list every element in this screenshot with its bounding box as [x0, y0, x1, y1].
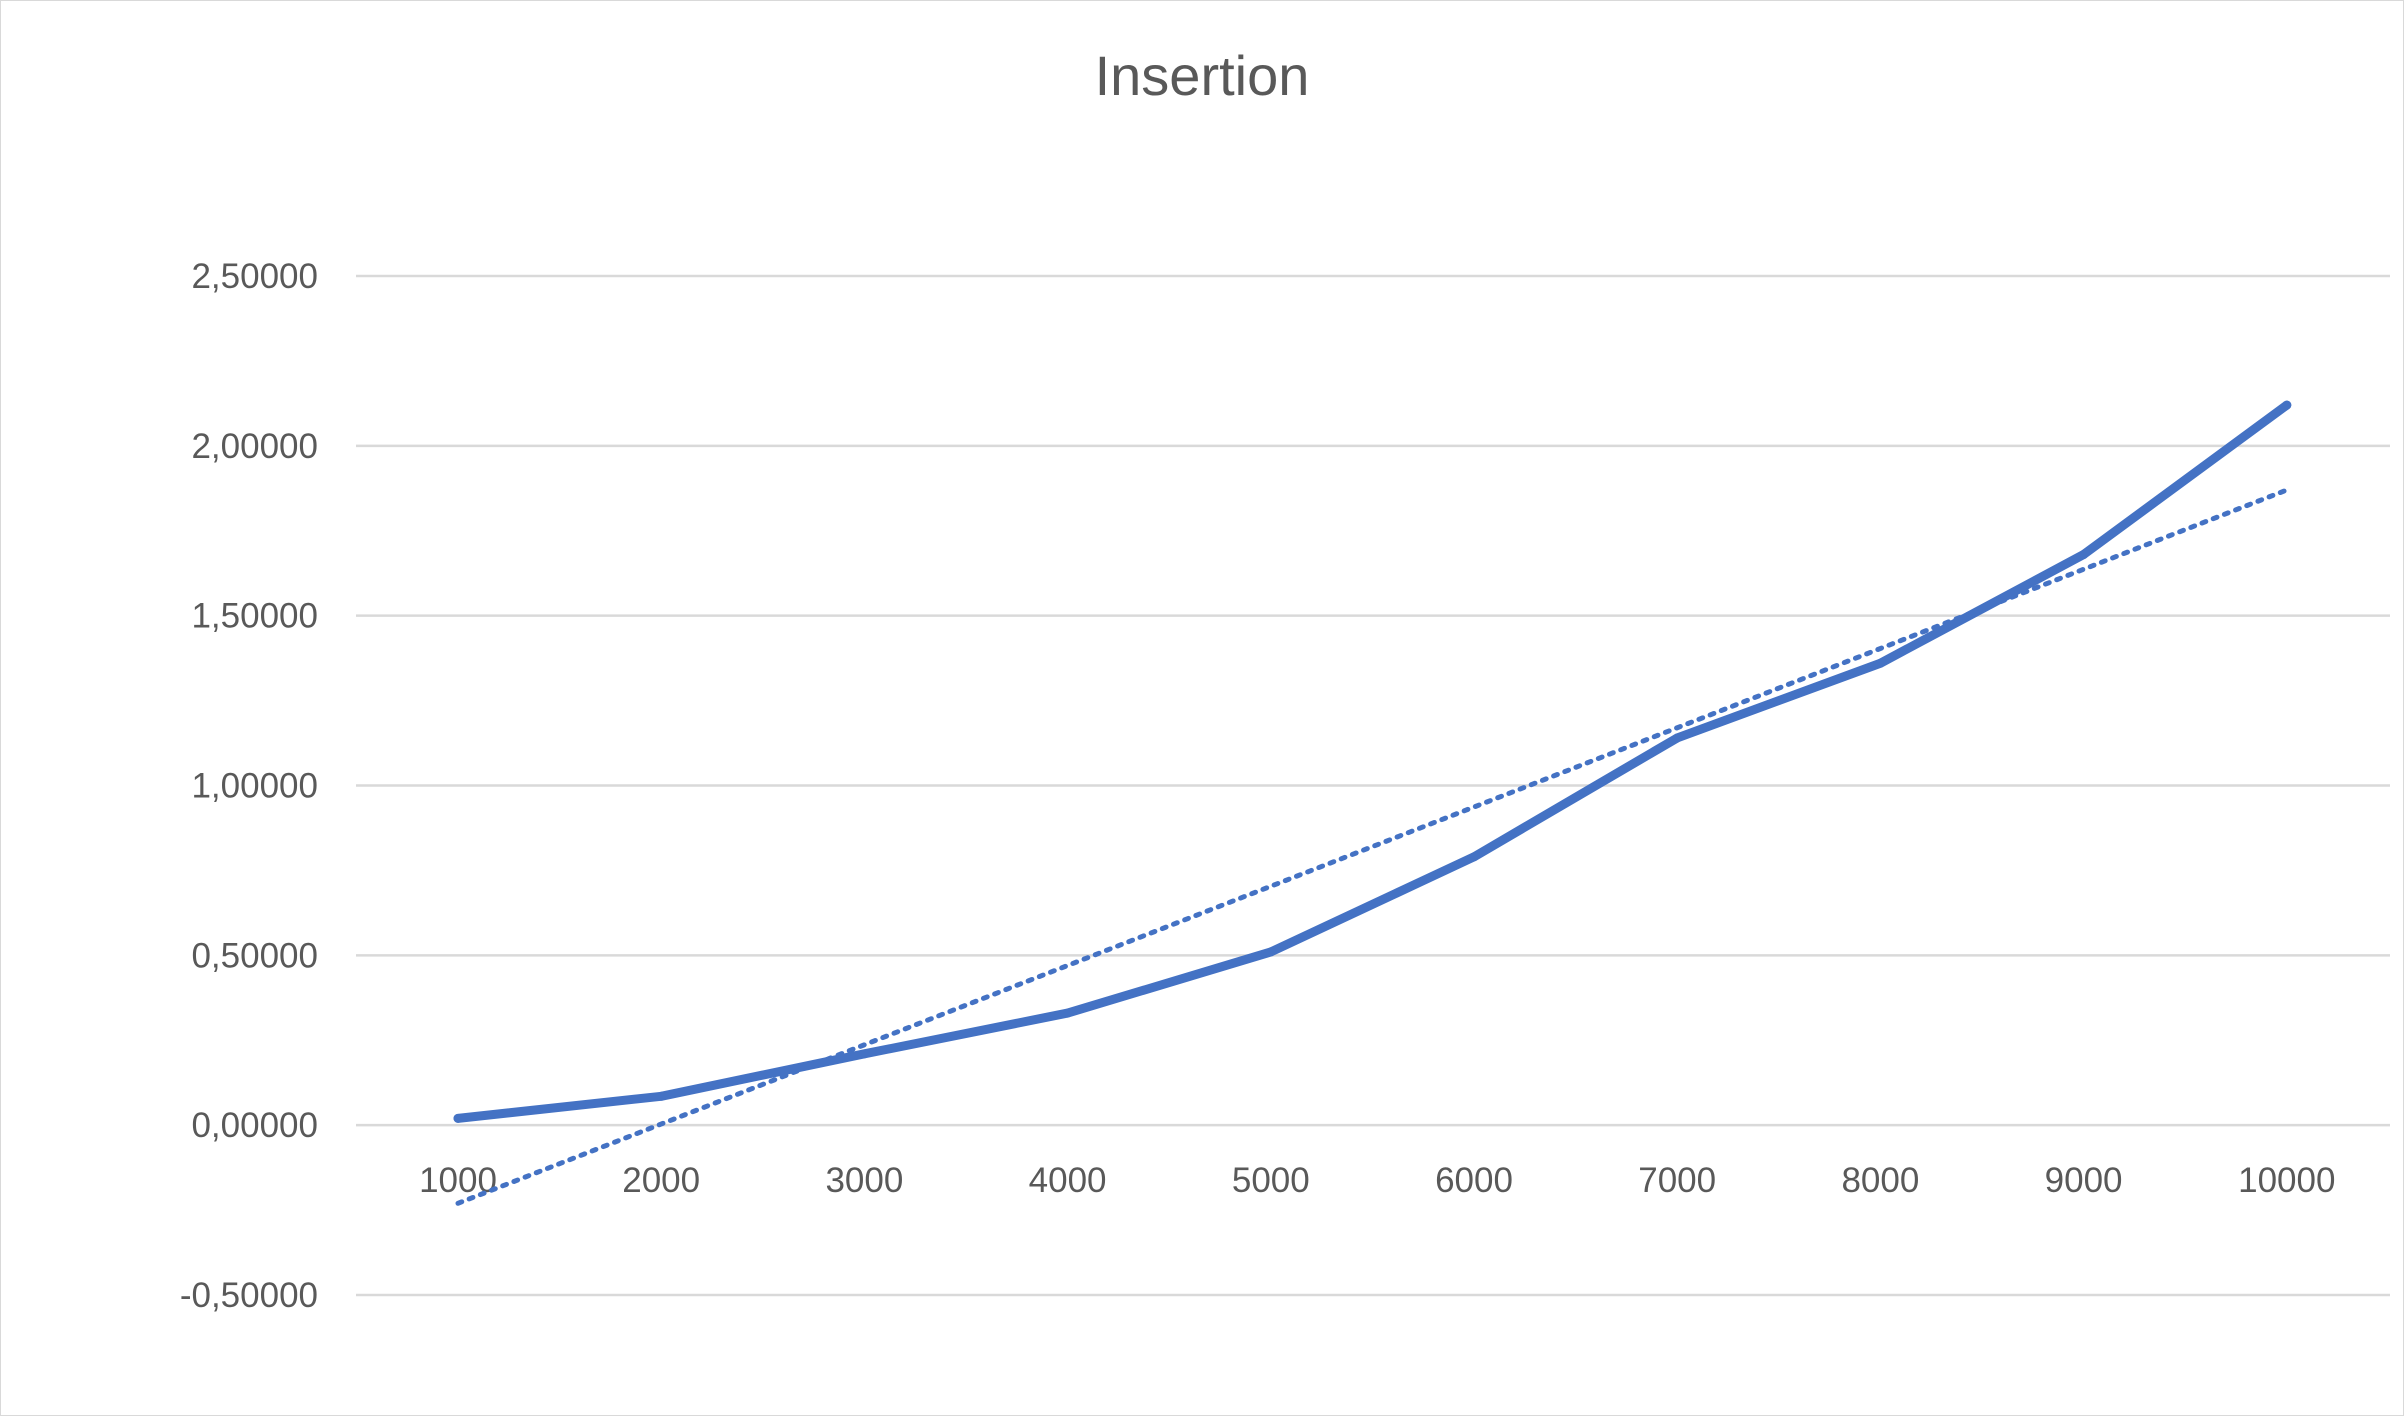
x-tick-label: 8000: [1841, 1161, 1919, 1200]
chart-title: Insertion: [1095, 44, 1310, 107]
x-tick-label: 3000: [825, 1161, 903, 1200]
data-point: [2282, 400, 2292, 410]
data-point: [1063, 1008, 1073, 1018]
y-tick-label: 0,00000: [191, 1106, 318, 1145]
data-point: [453, 1113, 463, 1123]
data-point: [656, 1091, 666, 1101]
y-tick-label: 0,50000: [191, 936, 318, 975]
x-tick-label: 4000: [1029, 1161, 1107, 1200]
y-tick-label: 1,50000: [191, 597, 318, 636]
data-point: [2079, 550, 2089, 560]
x-tick-label: 6000: [1435, 1161, 1513, 1200]
gridlines: [356, 274, 2390, 1297]
data-point: [1672, 733, 1682, 743]
y-tick-label: 1,00000: [191, 767, 318, 806]
x-tick-label: 7000: [1638, 1161, 1716, 1200]
x-tick-label: 5000: [1232, 1161, 1310, 1200]
x-axis-ticks: 1000 2000 3000 4000 5000 6000 7000 8000 9000 1000…: [419, 1161, 2335, 1200]
series-line: [453, 400, 2292, 1123]
data-point: [1266, 947, 1276, 957]
x-tick-label: 10000: [2238, 1161, 2335, 1200]
y-axis-ticks: -0,50000 0,00000 0,50000 1,00000 1,50000 2,00…: [180, 257, 318, 1315]
data-point: [1469, 852, 1479, 862]
y-tick-label: 2,50000: [191, 257, 318, 296]
data-point: [1875, 658, 1885, 668]
x-tick-label: 9000: [2045, 1161, 2123, 1200]
series-group: [453, 400, 2292, 1123]
y-tick-label: 2,00000: [191, 427, 318, 466]
x-tick-label: 2000: [622, 1161, 700, 1200]
y-tick-label: -0,50000: [180, 1276, 318, 1315]
data-point: [859, 1049, 869, 1059]
